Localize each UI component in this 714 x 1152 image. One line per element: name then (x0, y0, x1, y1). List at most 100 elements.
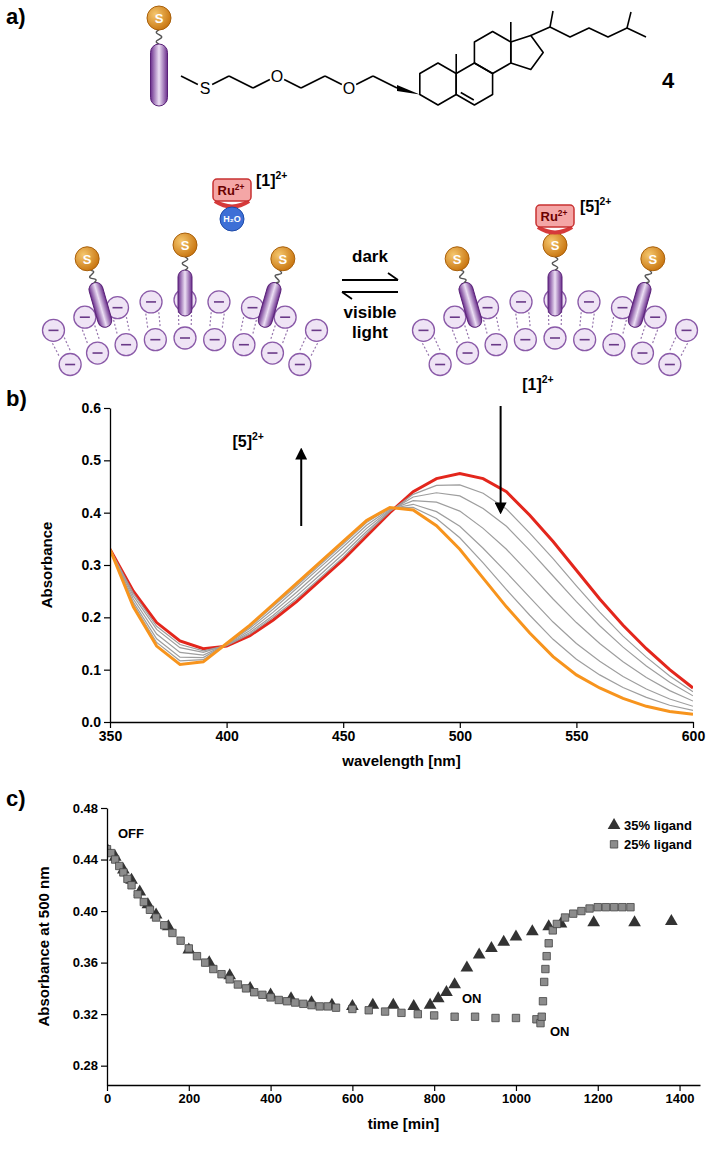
charge (93, 352, 103, 354)
tick-label: 350 (99, 728, 123, 744)
marker (407, 999, 420, 1010)
tick: 400 (215, 722, 239, 744)
lipid-head (574, 329, 596, 351)
marker (140, 898, 147, 905)
x-axis: 350400450500550600 (99, 722, 706, 744)
marker (628, 915, 641, 926)
tick: 0.44 (73, 852, 107, 867)
lipid-tail (210, 312, 211, 328)
charge (665, 364, 675, 366)
marker (594, 903, 601, 910)
compound: SOO4 (181, 11, 675, 105)
bond (181, 76, 198, 84)
marker (610, 903, 617, 910)
charge (280, 316, 290, 318)
tick-mark (516, 1085, 517, 1091)
tick: 800 (424, 1085, 446, 1106)
legend-label: 25% ligand (624, 837, 692, 852)
axis-line (111, 722, 694, 723)
axis-title: wavelength [nm] (341, 752, 460, 769)
lipid-head (140, 291, 162, 313)
tick-mark (104, 670, 110, 671)
charge (516, 301, 526, 303)
ligand-rod (457, 281, 483, 329)
tick-mark (434, 1085, 435, 1091)
spectrum (110, 504, 693, 706)
panel-a: a)SSOO4SSSSSSRu2+H₂O[1]2+Ru2+[5]2+darkvi… (6, 4, 698, 376)
lipid-tail (622, 320, 626, 336)
metal-label: Ru2+ (218, 182, 245, 198)
tick: 500 (449, 722, 473, 744)
water (220, 207, 244, 231)
charge (180, 337, 190, 339)
marker (542, 965, 549, 972)
lipid-head (59, 354, 81, 376)
tick-label: 1000 (502, 1091, 531, 1106)
charge (450, 316, 460, 318)
marker (275, 996, 282, 1003)
ru-complex: Ru2+ (536, 205, 574, 233)
linker (275, 270, 281, 282)
marker (398, 1009, 405, 1016)
vesicle: SSS (412, 233, 697, 376)
lipid-tail (484, 320, 488, 336)
tick: 0.32 (73, 1007, 107, 1022)
lipid-head (261, 342, 283, 364)
bond (229, 76, 253, 88)
sulfur-ball (75, 247, 99, 271)
lipid-tail (282, 330, 288, 345)
lipid-head (444, 306, 466, 328)
annotation: ON (462, 991, 482, 1006)
lipid-tail (496, 317, 499, 333)
tick-mark (104, 722, 110, 723)
lipid-tail (610, 317, 613, 333)
charge (239, 344, 249, 346)
tick-mark (104, 565, 110, 566)
lipid-tail (82, 330, 88, 345)
charge (113, 307, 123, 309)
ligand-rod (178, 270, 192, 316)
tick: 1000 (502, 1085, 531, 1106)
linker (645, 270, 651, 282)
condition: dark (352, 247, 388, 266)
atom-label: O (271, 68, 283, 85)
sulfur-ball (173, 233, 197, 257)
methyl (510, 22, 512, 42)
tick-mark (352, 1085, 353, 1091)
marker (587, 915, 600, 926)
charge (463, 352, 473, 354)
marker (586, 905, 593, 912)
tick: 600 (682, 722, 706, 744)
label-superscript: 2+ (235, 182, 245, 192)
ring (474, 32, 510, 74)
lipid-head (457, 342, 479, 364)
tick: 0.5 (82, 452, 110, 468)
lipid-head (144, 329, 166, 351)
marker (169, 929, 176, 936)
lipid-head (233, 334, 255, 356)
charge (210, 339, 220, 341)
lipid-tail (252, 320, 256, 336)
compound-label: 4 (662, 68, 675, 93)
charge (418, 330, 428, 332)
charge (65, 364, 75, 366)
ring (511, 36, 543, 70)
lipid-head (289, 354, 311, 376)
tick: 600 (342, 1085, 364, 1106)
marker (218, 970, 225, 977)
linker (90, 270, 96, 282)
panel-label: a) (6, 4, 26, 29)
lipid-tail (422, 343, 429, 357)
charge (580, 339, 590, 341)
tick-label: 1400 (666, 1091, 695, 1106)
marker (461, 960, 474, 971)
tick: 200 (178, 1085, 200, 1106)
marker (619, 903, 626, 910)
tick-label: 450 (332, 728, 356, 744)
spectrum (110, 485, 693, 692)
bond (253, 80, 270, 88)
marker (570, 910, 577, 917)
lipid-head (42, 319, 64, 341)
lipid-tail (95, 325, 100, 340)
tick: 350 (99, 722, 123, 744)
